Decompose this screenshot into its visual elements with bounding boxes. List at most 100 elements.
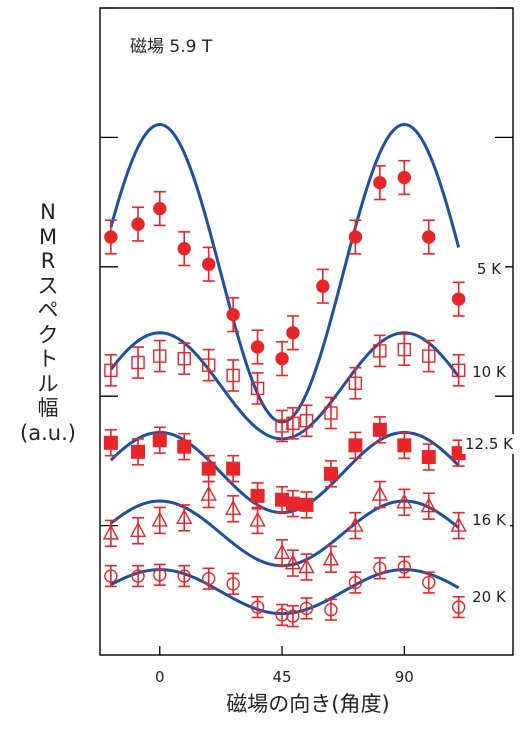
data-point bbox=[397, 342, 412, 357]
data-point bbox=[103, 435, 118, 450]
series-label-bg bbox=[469, 587, 511, 607]
y-axis-label-char: (a.u.) bbox=[20, 420, 76, 445]
data-point bbox=[275, 608, 289, 622]
error-bar bbox=[104, 353, 117, 387]
data-point bbox=[273, 543, 291, 559]
data-point bbox=[372, 422, 387, 437]
data-point bbox=[348, 575, 363, 590]
data-point bbox=[348, 230, 363, 244]
data-point bbox=[131, 444, 146, 459]
data-point bbox=[299, 414, 314, 428]
error-bar bbox=[349, 571, 362, 594]
data-point bbox=[347, 516, 364, 532]
error-bar bbox=[153, 339, 166, 373]
data-point bbox=[226, 307, 240, 322]
data-point bbox=[152, 433, 167, 448]
data-point bbox=[102, 524, 120, 540]
data-points bbox=[102, 170, 467, 623]
data-point bbox=[451, 363, 466, 378]
data-point bbox=[201, 257, 216, 271]
error-bar bbox=[349, 366, 362, 400]
series-label-bg bbox=[469, 510, 511, 530]
data-point bbox=[348, 438, 363, 453]
data-point bbox=[177, 439, 192, 454]
error-bar bbox=[202, 567, 215, 590]
data-point bbox=[200, 485, 217, 501]
fit-curve bbox=[110, 568, 460, 616]
data-point bbox=[421, 450, 436, 465]
data-point bbox=[422, 349, 436, 363]
data-point bbox=[286, 416, 300, 431]
data-point bbox=[373, 561, 387, 576]
x-tick-label: 90 bbox=[395, 668, 414, 686]
data-point bbox=[397, 170, 412, 185]
series-label: 16 K bbox=[472, 511, 507, 529]
error-bar bbox=[300, 404, 313, 438]
series-label-bg bbox=[461, 434, 518, 454]
data-point bbox=[322, 550, 340, 566]
y-axis-label: N M R スペクトル幅 (a.u.) bbox=[0, 200, 96, 445]
data-point bbox=[153, 201, 167, 216]
y-axis-label-char: ス bbox=[37, 273, 59, 298]
y-axis-label-char: ル bbox=[37, 371, 59, 396]
y-axis-label-char: M bbox=[38, 224, 58, 249]
data-point bbox=[131, 355, 145, 370]
data-point bbox=[153, 568, 167, 582]
data-point bbox=[201, 358, 216, 372]
data-point bbox=[153, 349, 167, 363]
data-point bbox=[324, 406, 338, 420]
error-bar bbox=[104, 564, 117, 588]
annotation-field: 磁場 5.9 T bbox=[130, 37, 213, 57]
x-axis-label: 磁場の向き(角度) bbox=[226, 692, 389, 716]
plot-frame bbox=[99, 7, 514, 656]
data-point bbox=[250, 488, 265, 503]
fit-curve bbox=[109, 122, 461, 424]
data-point bbox=[275, 419, 289, 433]
data-point bbox=[250, 381, 265, 396]
error-bar bbox=[251, 372, 264, 405]
data-point bbox=[371, 485, 389, 501]
data-point bbox=[201, 571, 216, 586]
error-bar bbox=[227, 572, 240, 595]
data-point bbox=[131, 569, 145, 583]
data-point bbox=[177, 351, 191, 366]
data-point bbox=[373, 344, 387, 358]
data-point bbox=[396, 493, 413, 509]
x-tick-label: 45 bbox=[272, 668, 291, 686]
series-label: 10 K bbox=[472, 363, 507, 381]
data-point bbox=[348, 376, 363, 390]
data-point bbox=[284, 554, 302, 570]
data-point bbox=[299, 497, 314, 512]
data-point bbox=[226, 368, 240, 383]
y-axis-label-char: N bbox=[40, 200, 56, 224]
data-point bbox=[275, 351, 289, 366]
data-point bbox=[250, 340, 265, 354]
error-bar bbox=[276, 409, 289, 443]
y-axis-label-char: ク bbox=[37, 322, 59, 347]
data-point bbox=[104, 569, 118, 583]
data-point bbox=[151, 511, 168, 527]
error-bars bbox=[104, 159, 465, 628]
data-point bbox=[323, 466, 338, 481]
data-point bbox=[104, 230, 118, 244]
series-label: 12.5 K bbox=[465, 435, 514, 453]
series-label: 20 K bbox=[472, 588, 507, 606]
fit-curve bbox=[109, 331, 460, 441]
data-point bbox=[373, 175, 387, 190]
data-point bbox=[422, 230, 436, 244]
y-axis-label-char: ト bbox=[37, 347, 59, 371]
error-bar bbox=[452, 595, 465, 619]
data-point bbox=[129, 521, 147, 537]
error-bar bbox=[422, 339, 435, 373]
error-bar bbox=[286, 407, 299, 440]
error-bar bbox=[422, 571, 435, 594]
data-point bbox=[298, 558, 315, 574]
data-point bbox=[422, 575, 436, 590]
error-bar bbox=[132, 346, 145, 379]
data-point bbox=[286, 609, 300, 623]
series-label-bg bbox=[469, 362, 511, 382]
data-point bbox=[131, 217, 145, 231]
data-point bbox=[420, 497, 437, 513]
data-point bbox=[177, 569, 191, 583]
